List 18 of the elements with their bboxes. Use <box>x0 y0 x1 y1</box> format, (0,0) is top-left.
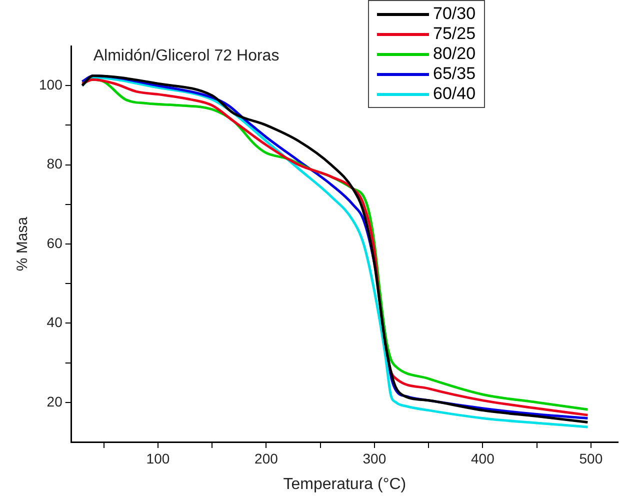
legend-label: 60/40 <box>433 84 476 104</box>
legend-label: 65/35 <box>433 64 476 84</box>
legend-label: 75/25 <box>433 24 476 44</box>
y-axis-title: % Masa <box>14 216 32 272</box>
y-tick-label: 80 <box>46 156 63 172</box>
chart-title: Almidón/Glicerol 72 Horas <box>93 47 280 64</box>
y-tick-label: 40 <box>46 314 63 330</box>
x-tick-label: 300 <box>362 450 386 466</box>
y-tick-label: 100 <box>39 76 63 92</box>
y-tick-label: 60 <box>46 234 63 251</box>
y-tick-label: 20 <box>46 393 63 410</box>
legend-label: 70/30 <box>433 4 476 24</box>
legend-label: 80/20 <box>433 44 476 64</box>
x-tick-label: 400 <box>471 450 495 466</box>
x-tick-label: 100 <box>146 450 170 466</box>
x-tick-label: 200 <box>254 450 278 466</box>
x-axis-title: Temperatura (°C) <box>283 476 406 493</box>
x-tick-label: 500 <box>579 450 603 466</box>
